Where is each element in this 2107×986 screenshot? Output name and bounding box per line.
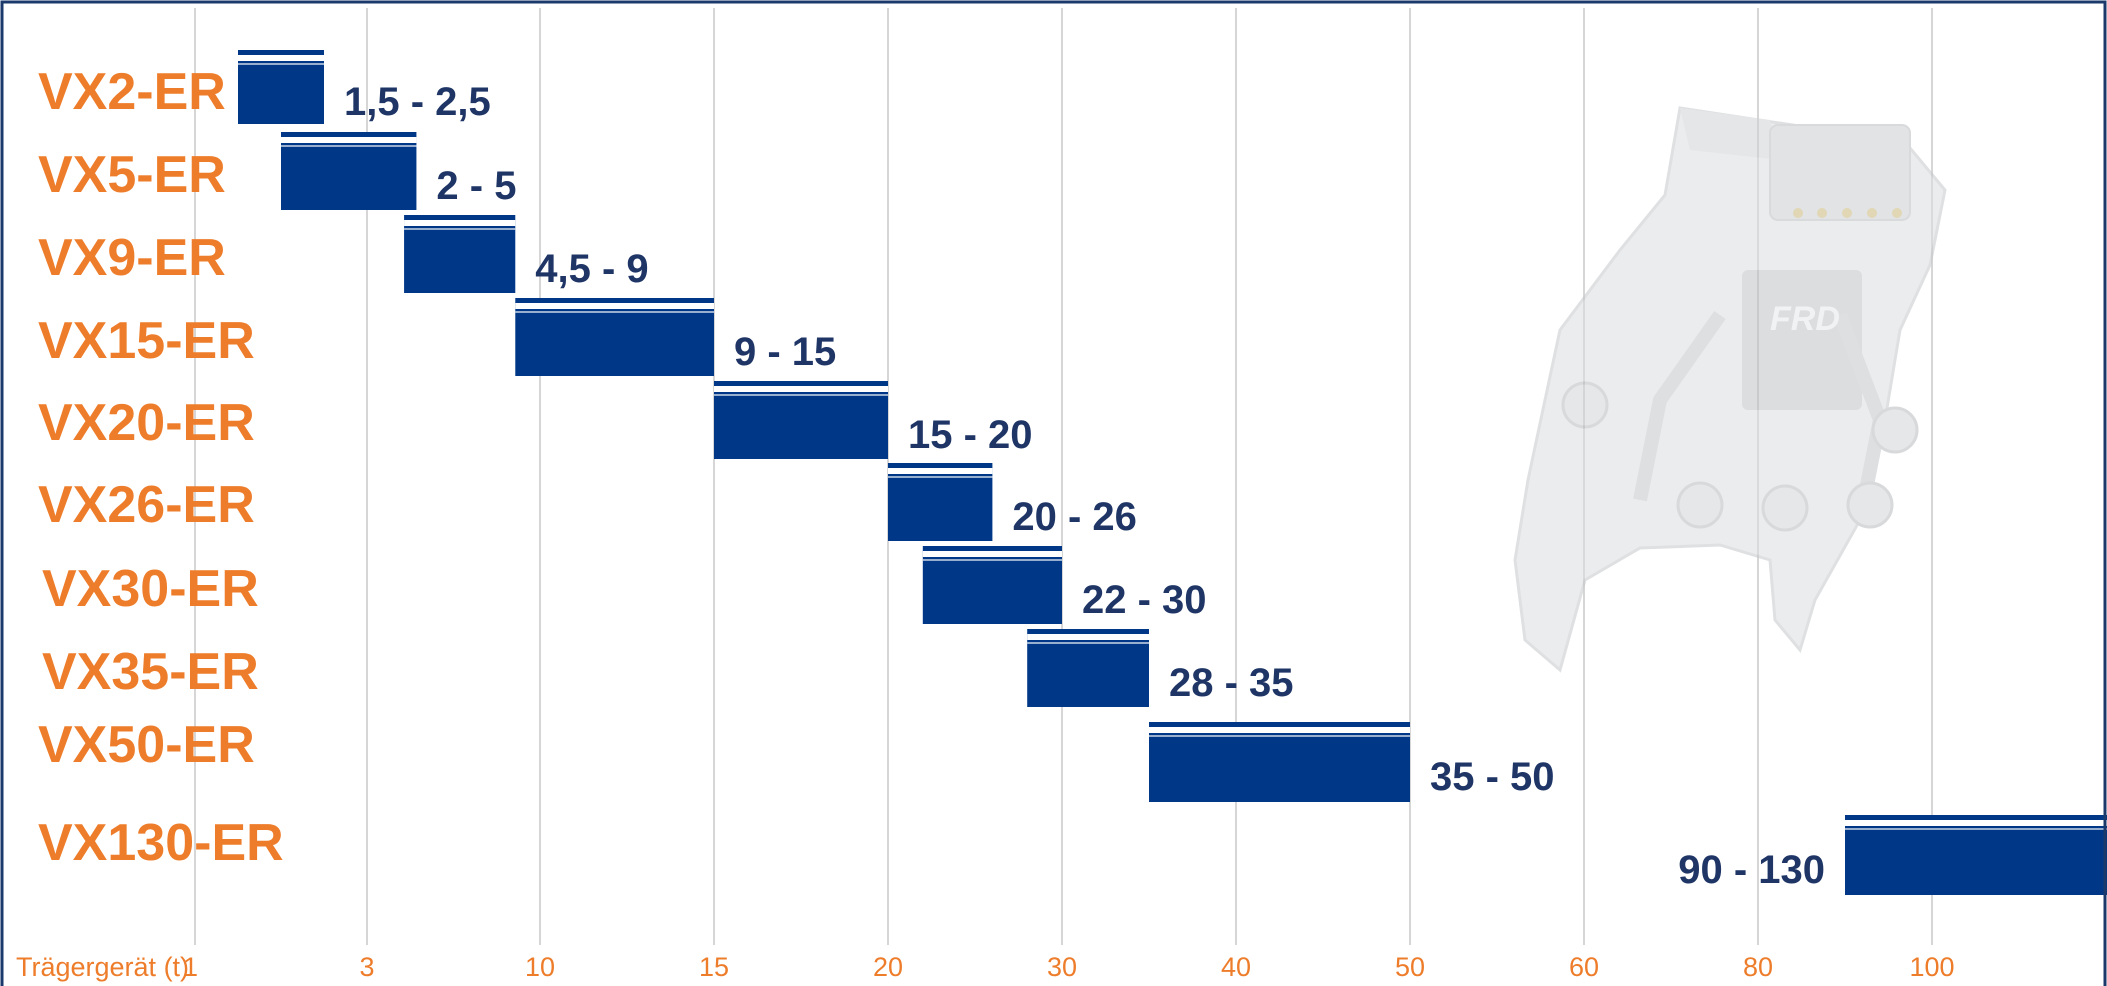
x-axis-title: Trägergerät (t) [16,952,189,982]
range-bar [1845,815,2107,895]
x-tick-label: 1 [183,952,198,982]
range-bar [1149,722,1410,802]
value-label: 22 - 30 [1082,578,1207,622]
category-label: VX2-ER [38,63,226,121]
x-tick-label: 15 [699,952,729,982]
x-tick-label: 20 [873,952,903,982]
x-tick-label: 100 [1909,952,1954,982]
range-bar [714,381,888,459]
value-label: 20 - 26 [1012,495,1137,539]
x-tick-label: 60 [1569,952,1599,982]
range-bar [922,546,1062,624]
range-bars [238,50,2107,895]
category-label: VX35-ER [42,643,259,701]
x-tick-label: 10 [525,952,555,982]
category-label: VX9-ER [38,229,226,287]
range-bar [404,215,516,293]
pulverizer-icon: FRD [1513,106,1947,673]
category-label: VX130-ER [38,814,284,872]
x-tick-label: 40 [1221,952,1251,982]
category-label: VX50-ER [38,716,255,774]
value-label: 28 - 35 [1169,661,1294,705]
x-tick-label: 80 [1743,952,1773,982]
x-tick-label: 50 [1395,952,1425,982]
value-label: 90 - 130 [1678,848,1825,892]
value-label: 2 - 5 [436,164,516,208]
value-label: 35 - 50 [1430,755,1555,799]
value-label: 1,5 - 2,5 [344,80,491,124]
category-label: VX20-ER [38,394,255,452]
range-bar [1027,629,1149,707]
range-bar [238,50,324,124]
range-bar [281,132,417,210]
range-bar [515,298,714,376]
range-bar [888,463,993,541]
value-label: 9 - 15 [734,330,836,374]
x-axis: Trägergerät (t) 1 3 10 15 20 30 40 50 60 80 100 [16,952,1955,982]
category-labels: VX2-ER VX5-ER VX9-ER VX15-ER VX20-ER VX26-ER V… [38,63,284,872]
value-label: 15 - 20 [908,413,1033,457]
value-label: 4,5 - 9 [535,247,648,291]
attachment-image: FRD [1513,106,1947,673]
frd-logo: FRD [1770,300,1840,338]
x-tick-label: 3 [359,952,374,982]
category-label: VX26-ER [38,476,255,534]
category-label: VX5-ER [38,146,226,204]
category-label: VX30-ER [42,560,259,618]
value-labels: 1,5 - 2,5 2 - 5 4,5 - 9 9 - 15 15 - 20 20 - 2… [344,80,1825,892]
category-label: VX15-ER [38,312,255,370]
x-tick-label: 30 [1047,952,1077,982]
